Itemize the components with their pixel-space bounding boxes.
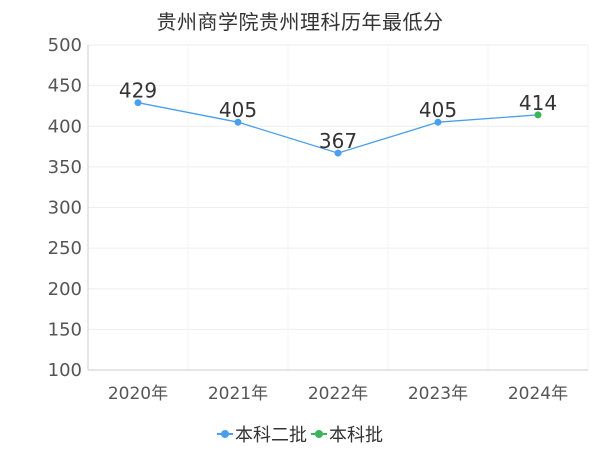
y-tick-label: 300 [48,198,82,219]
x-tick-label: 2022年 [308,384,368,404]
y-tick-label: 200 [48,279,82,300]
x-tick-label: 2021年 [208,384,268,404]
legend-item-series-1[interactable]: 本科二批 [217,421,307,447]
y-tick-label: 350 [48,157,82,178]
data-labels: 429 405 367 405 414 [119,79,557,153]
y-tick-label: 400 [48,116,82,137]
data-point[interactable] [534,111,542,119]
legend-item-series-2[interactable]: 本科批 [311,421,383,447]
axes [87,45,588,371]
y-tick-label: 450 [48,76,82,97]
data-label: 405 [219,98,257,122]
data-label: 429 [119,79,157,103]
y-tick-labels: 100 150 200 250 300 350 400 450 500 [48,35,82,381]
data-label: 367 [319,129,357,153]
x-tick-label: 2020年 [108,384,168,404]
data-point[interactable] [334,149,342,157]
x-tick-labels: 2020年 2021年 2022年 2023年 2024年 [108,384,568,404]
legend-marker-icon [311,428,327,440]
y-tick-label: 500 [48,35,82,56]
legend-label: 本科批 [329,425,383,446]
y-tick-label: 250 [48,238,82,259]
data-label: 414 [519,91,557,115]
data-point[interactable] [234,118,242,126]
data-points [134,99,542,157]
chart-title: 贵州商学院贵州理科历年最低分 [156,10,444,34]
legend: 本科二批 本科批 [0,421,600,447]
data-point[interactable] [134,99,142,107]
y-tick-label: 150 [48,319,82,340]
data-point[interactable] [434,118,442,126]
data-label: 405 [419,98,457,122]
legend-label: 本科二批 [235,425,307,446]
grid-lines [87,44,589,371]
x-tick-label: 2023年 [408,384,468,404]
legend-marker-icon [217,428,233,440]
x-tick-label: 2024年 [508,384,568,404]
y-tick-label: 100 [48,360,82,381]
